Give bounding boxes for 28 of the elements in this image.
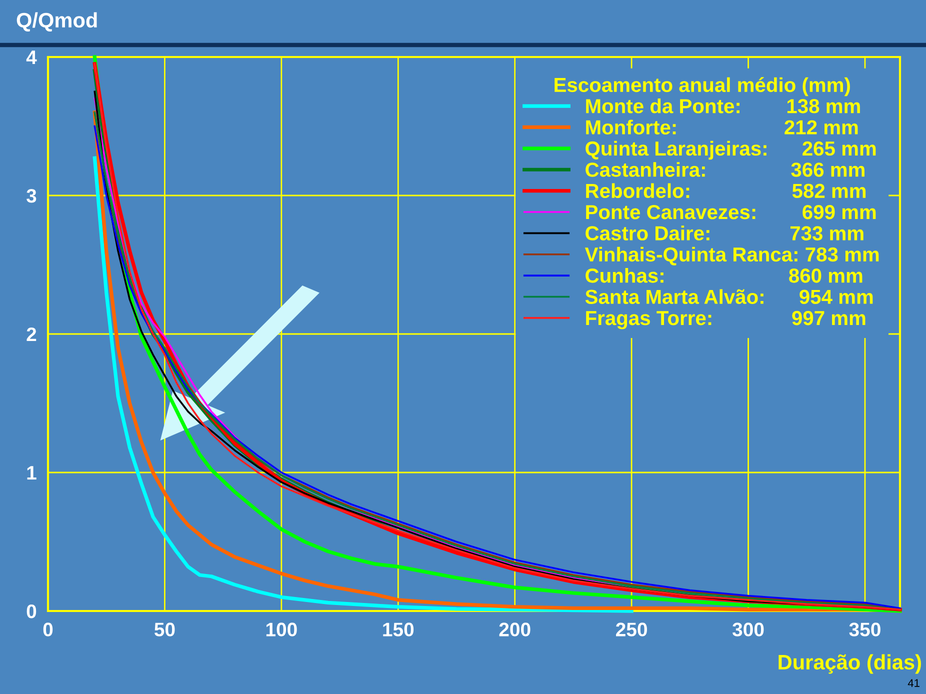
y-tick-label: 2 xyxy=(26,327,36,342)
legend-label: Vinhais-Quinta Ranca: 783 mm xyxy=(584,246,879,266)
legend-label: Monforte: 212 mm xyxy=(586,120,858,134)
x-tick-label: 0 xyxy=(43,622,53,636)
x-tick-label: 200 xyxy=(499,622,530,636)
x-axis-title: Duração (dias) xyxy=(778,654,921,674)
y-tick-label: 1 xyxy=(27,466,36,480)
legend-title: Escoamento anual médio (mm) xyxy=(554,77,850,96)
y-tick-label: 4 xyxy=(26,50,37,64)
legend-label: Fragas Torre: 997 mm xyxy=(586,310,866,330)
legend-label: Monte da Ponte: 138 mm xyxy=(586,98,860,114)
y-tick-label: 0 xyxy=(26,604,36,618)
legend-label: Castro Daire: 733 mm xyxy=(586,226,864,240)
legend-label: Castanheira: 366 mm xyxy=(586,162,864,177)
legend-label: Ponte Canavezes: 699 mm xyxy=(586,204,876,220)
x-tick-label: 150 xyxy=(383,622,414,636)
x-tick-label: 350 xyxy=(849,622,880,636)
legend-label: Santa Marta Alvão: 954 mm xyxy=(585,289,873,304)
x-tick-label: 250 xyxy=(616,622,647,636)
legend-label: Quinta Laranjeiras: 265 mm xyxy=(586,140,876,160)
legend-label: Rebordelo: 582 mm xyxy=(586,183,866,198)
y-axis-title: Q/Qmod xyxy=(16,12,97,32)
y-tick-label: 3 xyxy=(26,188,36,203)
x-tick-label: 300 xyxy=(732,622,764,636)
legend-label: Cunhas: 860 mm xyxy=(586,268,862,283)
text: 41 xyxy=(908,679,920,687)
x-tick-label: 50 xyxy=(154,622,175,636)
x-tick-label: 100 xyxy=(266,622,297,636)
